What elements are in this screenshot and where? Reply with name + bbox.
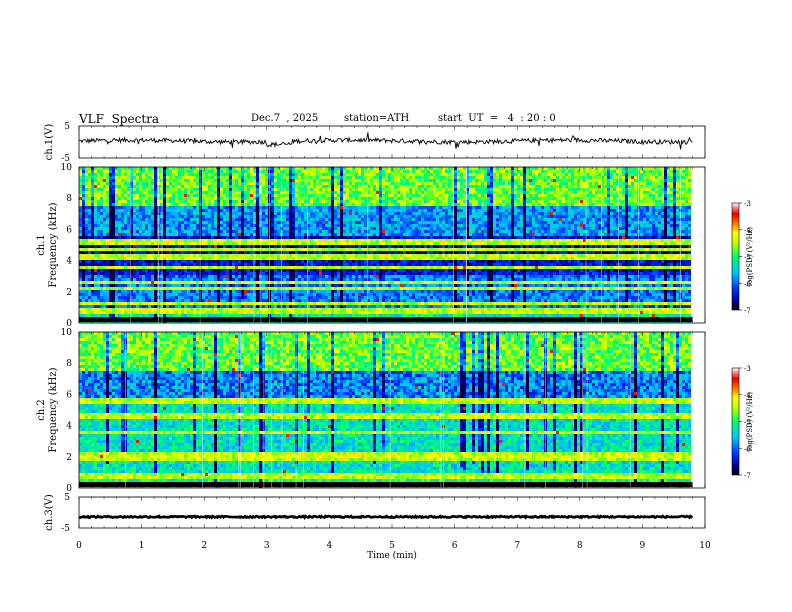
colorbar-tick-label: -5 — [744, 419, 751, 427]
x-axis-label: Time (min) — [367, 550, 417, 561]
colorbar-tick-label: -3 — [744, 365, 751, 373]
y-axis-label: ch.2 — [36, 399, 47, 421]
spectrogram-heatmap — [79, 167, 693, 323]
y-tick-label: 6 — [66, 390, 72, 400]
y-tick-label: 0 — [66, 484, 72, 494]
colorbar-tick-label: -6 — [744, 280, 751, 288]
y-tick-label: 4 — [66, 257, 72, 267]
ch3-waveform-panel: ch.3(V) 5 -5 — [44, 493, 706, 534]
y-axis-label: Frequency (kHz) — [48, 202, 59, 287]
y-tick-label: 6 — [66, 225, 72, 235]
ch2-spectrogram-panel: ch.2 Frequency (kHz) 0 2 4 6 8 10 -3 -4 -5 -6 -7 log(… — [36, 328, 754, 494]
x-tick-label: 6 — [452, 541, 458, 551]
colorbar-tick-label: -4 — [744, 392, 751, 400]
y-axis-label: ch.1(V) — [44, 124, 55, 161]
y-tick-label: -5 — [61, 154, 70, 164]
y-tick-label: 2 — [66, 453, 72, 463]
y-tick-label: 10 — [61, 328, 73, 338]
colorbar — [731, 202, 740, 311]
colorbar-tick-label: -7 — [744, 472, 751, 480]
colorbar — [731, 367, 740, 476]
colorbar-label: log(PSD) (V²/Hz) — [746, 392, 754, 451]
y-tick-label: 2 — [66, 288, 72, 298]
x-tick-label: 3 — [264, 541, 270, 551]
y-tick-label: 0 — [66, 319, 72, 329]
x-tick-label: 4 — [327, 541, 333, 551]
y-tick-label: 5 — [64, 122, 70, 132]
y-tick-label: 4 — [66, 422, 72, 432]
colorbar-label: log(PSD) (V²/Hz) — [746, 227, 754, 286]
colorbar-tick-label: -3 — [744, 200, 751, 208]
spectrogram-heatmap — [79, 332, 693, 488]
colorbar-tick-label: -6 — [744, 445, 751, 453]
colorbar-tick-label: -4 — [744, 227, 751, 235]
y-tick-label: 10 — [61, 163, 73, 173]
y-axis-label: ch.3(V) — [44, 494, 55, 531]
low-freq-strip — [79, 317, 693, 322]
x-tick-label: 0 — [76, 541, 82, 551]
station-label: station=ATH — [344, 113, 409, 124]
x-tick-label: 7 — [514, 541, 520, 551]
waveform-trace — [78, 514, 694, 520]
y-axis-label: Frequency (kHz) — [48, 367, 59, 452]
x-tick-label: 5 — [389, 541, 395, 551]
panel-frame — [78, 496, 706, 529]
colorbar-tick-label: -5 — [744, 254, 751, 262]
x-tick-label: 10 — [699, 541, 711, 551]
y-axis-label: ch.1 — [36, 234, 47, 256]
start-time-label: start UT = 4 : 20 : 0 — [438, 113, 556, 124]
x-tick-label: 1 — [139, 541, 145, 551]
low-freq-strip — [79, 482, 693, 487]
waveform-trace — [78, 132, 693, 150]
x-axis: 0 1 2 3 4 5 6 7 8 9 10 Time (min) — [76, 541, 711, 561]
colorbar-tick-label: -7 — [744, 307, 751, 315]
y-tick-label: 8 — [66, 359, 72, 369]
y-tick-label: -5 — [61, 524, 70, 534]
x-tick-label: 8 — [577, 541, 583, 551]
chart-title: VLF Spectra — [79, 112, 159, 126]
x-tick-label: 2 — [201, 541, 207, 551]
ch1-spectrogram-panel: ch.1 Frequency (kHz) 0 2 4 6 8 10 -3 -4 -5 -6 -7 log(… — [36, 163, 754, 329]
y-tick-label: 5 — [64, 493, 70, 503]
y-tick-label: 8 — [66, 194, 72, 204]
x-tick-label: 9 — [640, 541, 646, 551]
date-label: Dec.7 , 2025 — [251, 113, 318, 124]
ch1-waveform-panel: ch.1(V) 5 -5 — [44, 122, 706, 164]
